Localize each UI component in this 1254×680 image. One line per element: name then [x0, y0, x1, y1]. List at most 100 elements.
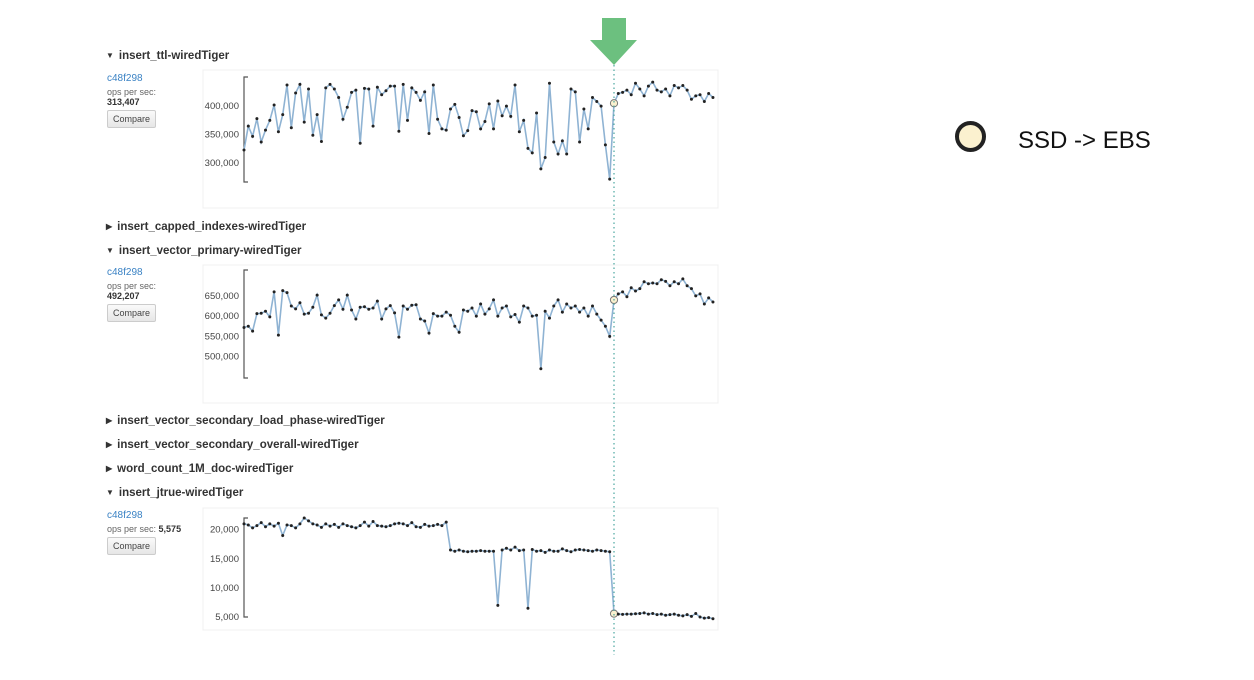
data-point: [492, 549, 496, 553]
data-point: [466, 309, 470, 313]
data-point: [337, 298, 341, 302]
data-point: [315, 113, 319, 117]
data-point: [595, 548, 599, 552]
data-point: [569, 550, 573, 554]
data-point: [621, 612, 625, 616]
data-point: [466, 129, 470, 133]
section-toggle-insert-vector-primary[interactable]: ▼ insert_vector_primary-wiredTiger: [106, 245, 302, 257]
series-line: [243, 80, 714, 180]
compare-button[interactable]: Compare: [107, 304, 156, 322]
section-title: insert_vector_secondary_load_phase-wired…: [117, 415, 385, 427]
section-toggle-word-count[interactable]: ▶ word_count_1M_doc-wiredTiger: [106, 463, 293, 475]
data-point: [418, 98, 422, 102]
data-point: [405, 307, 409, 311]
data-point: [298, 301, 302, 305]
data-point: [405, 118, 409, 122]
data-point: [547, 81, 551, 85]
ops-label: ops per sec:: [107, 281, 157, 291]
data-point: [324, 316, 328, 320]
data-point: [509, 548, 513, 552]
caret-right-icon: ▶: [106, 222, 113, 231]
data-point: [492, 127, 496, 131]
data-point: [689, 287, 693, 291]
data-point: [341, 522, 345, 526]
data-point: [367, 524, 371, 528]
y-tick-label: 550,000: [205, 331, 239, 342]
data-point: [264, 128, 268, 132]
data-point: [582, 548, 586, 552]
data-point: [487, 102, 491, 106]
section-title: insert_vector_secondary_overall-wiredTig…: [117, 439, 359, 451]
data-point: [354, 88, 358, 92]
data-point: [246, 124, 250, 128]
data-point: [500, 306, 504, 310]
data-point: [358, 524, 362, 528]
data-point: [449, 107, 453, 111]
data-point: [672, 84, 676, 88]
compare-button[interactable]: Compare: [107, 537, 156, 555]
section-title: insert_vector_primary-wiredTiger: [118, 245, 302, 257]
legend-label: SSD -> EBS: [1018, 127, 1151, 154]
data-point: [517, 549, 521, 553]
data-point: [427, 524, 431, 528]
data-point: [621, 90, 625, 94]
section-toggle-insert-vector-secondary-overall[interactable]: ▶ insert_vector_secondary_overall-wiredTi…: [106, 439, 359, 451]
data-point: [414, 90, 418, 94]
section-toggle-insert-ttl[interactable]: ▼ insert_ttl-wiredTiger: [106, 50, 229, 62]
data-point: [513, 545, 517, 549]
data-point: [307, 519, 311, 523]
data-point: [556, 152, 560, 156]
data-point: [642, 611, 646, 615]
commit-link[interactable]: c48f298: [107, 73, 143, 84]
y-tick-label: 300,000: [205, 158, 239, 169]
data-point: [586, 549, 590, 553]
data-point: [487, 549, 491, 553]
data-point: [616, 92, 620, 96]
data-point: [470, 549, 474, 553]
data-point: [350, 525, 354, 529]
data-point: [281, 533, 285, 537]
data-point: [556, 298, 560, 302]
data-point: [345, 105, 349, 109]
data-point: [702, 302, 706, 306]
data-point: [599, 318, 603, 322]
data-point: [401, 82, 405, 86]
commit-link[interactable]: c48f298: [107, 267, 143, 278]
data-point: [324, 86, 328, 90]
data-point: [444, 520, 448, 524]
data-point: [307, 311, 311, 315]
data-point: [651, 612, 655, 616]
data-point: [281, 289, 285, 293]
data-point: [350, 90, 354, 94]
data-point: [603, 143, 607, 147]
ops-value: 5,575: [158, 524, 182, 534]
data-point: [578, 547, 582, 551]
data-point: [453, 102, 457, 106]
data-point: [526, 306, 530, 310]
data-point: [362, 305, 366, 309]
compare-button[interactable]: Compare: [107, 110, 156, 128]
data-point: [341, 117, 345, 121]
data-point: [625, 295, 629, 299]
commit-link[interactable]: c48f298: [107, 510, 143, 521]
data-point: [337, 96, 341, 100]
section-toggle-insert-capped-indexes[interactable]: ▶ insert_capped_indexes-wiredTiger: [106, 221, 306, 233]
data-point: [397, 521, 401, 525]
data-point: [431, 524, 435, 528]
data-point: [272, 524, 276, 528]
section-title: insert_capped_indexes-wiredTiger: [117, 221, 307, 233]
data-point: [393, 311, 397, 315]
data-point: [483, 549, 487, 553]
section-toggle-insert-vector-secondary-load[interactable]: ▶ insert_vector_secondary_load_phase-wire…: [106, 415, 385, 427]
data-point: [504, 304, 508, 308]
data-point: [513, 83, 517, 87]
caret-down-icon: ▼: [106, 51, 114, 60]
section-toggle-insert-jtrue[interactable]: ▼ insert_jtrue-wiredTiger: [106, 487, 243, 499]
data-point: [264, 525, 268, 529]
data-point: [664, 87, 668, 91]
data-point: [259, 521, 263, 525]
section-title: insert_jtrue-wiredTiger: [118, 487, 244, 499]
data-point: [543, 550, 547, 554]
data-point: [642, 94, 646, 98]
data-point: [586, 314, 590, 318]
